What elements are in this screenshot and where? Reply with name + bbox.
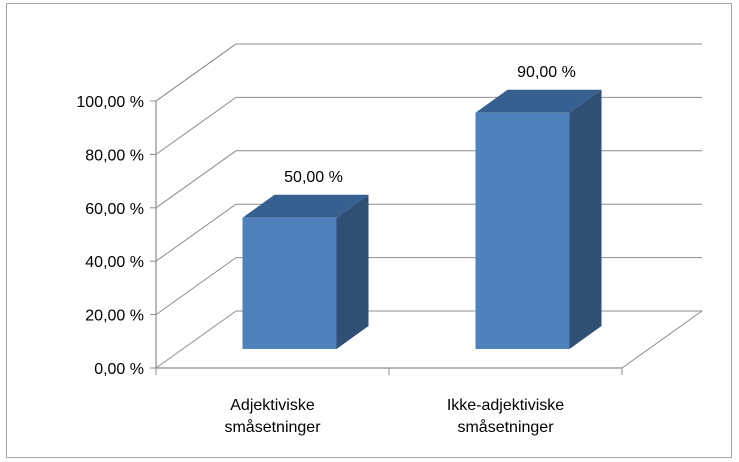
bar <box>242 217 337 349</box>
gridline-diagonal <box>155 43 237 102</box>
y-tick-label: 80,00 % <box>85 147 144 164</box>
data-label: 50,00 % <box>284 169 343 186</box>
bar-top <box>242 194 369 218</box>
gridline-diagonal <box>155 150 237 209</box>
x-category-label: småsetninger <box>457 418 554 436</box>
bar-side <box>336 194 369 349</box>
y-tick-label: 20,00 % <box>85 308 144 325</box>
bar <box>475 112 570 350</box>
x-category-label: Adjektiviske <box>230 397 315 414</box>
y-tick-label: 0,00 % <box>94 361 144 378</box>
y-tick-label: 100,00 % <box>76 94 144 111</box>
floor-left-edge <box>155 310 237 369</box>
y-tick-label: 60,00 % <box>85 201 144 218</box>
x-category-label: småsetninger <box>224 418 321 436</box>
floor-right-edge <box>621 310 703 369</box>
gridline-diagonal <box>155 96 237 155</box>
data-label: 90,00 % <box>517 64 576 81</box>
bar-side <box>569 89 602 350</box>
gridline-diagonal <box>155 257 237 316</box>
x-category-label: Ikke-adjektiviske <box>447 397 564 414</box>
y-tick-label: 40,00 % <box>85 254 144 271</box>
chart-frame <box>6 3 732 458</box>
bar-top <box>475 89 602 113</box>
gridline-diagonal <box>155 203 237 262</box>
